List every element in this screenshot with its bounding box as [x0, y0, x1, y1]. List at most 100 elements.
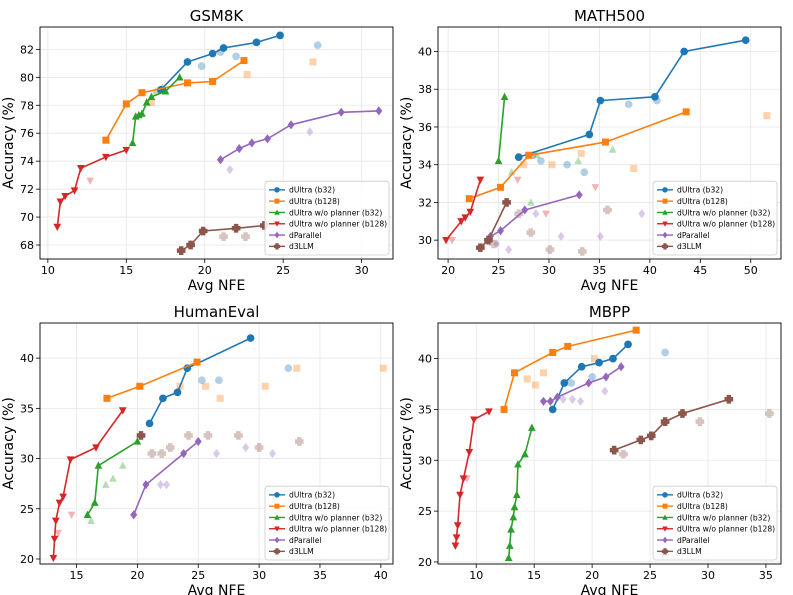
dparallel-frontier-point: [602, 372, 610, 382]
d3llm-other-point: [157, 449, 167, 458]
legend-swatch-marker: [661, 548, 669, 555]
dultra_b32-frontier-point: [173, 388, 182, 397]
dultra_b32-other-point: [661, 348, 669, 357]
chart-title: GSM8K: [190, 7, 245, 25]
dparallel-frontier-point: [539, 396, 547, 406]
dultra_np_b32-frontier-point: [505, 541, 514, 549]
legend-entry-label: d3LLM: [677, 547, 702, 556]
legend-swatch-marker: [274, 526, 280, 532]
dultra_np_b32-frontier-point: [509, 513, 518, 521]
y-tick-label: 80: [20, 71, 34, 84]
dultra_np_b128-frontier-point: [122, 146, 131, 155]
legend-swatch-marker: [662, 526, 668, 532]
dultra_np_b32-frontier-point: [175, 73, 184, 81]
d3llm-frontier-point: [231, 223, 241, 233]
x-tick-label: 20: [198, 264, 212, 277]
dultra_np_b128-frontier-point: [453, 522, 462, 530]
chart-panel-gsm8k: 10 15 20 25 30 68 70 72 74 76 78 80 82 GSM8K Avg NFE Ac…: [1, 7, 394, 294]
x-tick-label: 35: [592, 264, 606, 277]
d3llm-other-point: [241, 232, 250, 241]
data-layer: [442, 36, 771, 256]
y-tick-label: 35: [20, 402, 34, 415]
x-tick-label: 30: [252, 569, 266, 582]
legend-entry-label: dUltra w/o planner (b32): [677, 513, 770, 522]
d3llm-frontier-point: [609, 445, 619, 455]
dultra_np_b32-frontier-point: [507, 525, 515, 533]
x-tick-label: 25: [492, 264, 506, 277]
legend-entry-label: dUltra (b32): [289, 186, 335, 195]
d3llm-other-point: [234, 431, 243, 440]
dultra_b128-other-point: [763, 112, 771, 120]
dparallel-frontier-point: [521, 205, 529, 215]
y-tick-label: 30: [418, 234, 432, 247]
chart-title: MATH500: [574, 7, 645, 25]
dparallel-frontier-point: [180, 448, 188, 459]
axes-frame: [39, 26, 394, 260]
legend-swatch-marker: [274, 231, 280, 239]
dultra_b32-frontier-point: [246, 334, 255, 342]
dparallel-frontier-line: [132, 440, 199, 516]
dultra_b128-frontier-point: [193, 358, 201, 366]
x-tick-label: 20: [130, 569, 144, 582]
d3llm-frontier-point: [186, 240, 195, 250]
dultra_np_b32-other-point: [87, 516, 95, 524]
d3llm-other-point: [577, 247, 587, 256]
legend-entry-label: dUltra w/o planner (b32): [677, 208, 770, 217]
dultra_b32-frontier-point: [609, 354, 617, 363]
dultra_np_b128-frontier-point: [451, 542, 460, 550]
y-tick-label: 35: [418, 403, 432, 416]
dultra_b128-frontier-point: [209, 78, 217, 86]
x-axis-label: Avg NFE: [188, 278, 246, 294]
dparallel-frontier-point: [194, 436, 202, 447]
legend-entry-label: dParallel: [289, 231, 322, 240]
dultra_b128-frontier-point: [525, 151, 533, 159]
dultra_b128-frontier-point: [601, 138, 609, 146]
d3llm-other-point: [526, 228, 536, 237]
dultra_b32-frontier-point: [159, 394, 167, 403]
dparallel-other-point: [213, 448, 220, 459]
dparallel-frontier-point: [553, 392, 561, 402]
dultra_np_b128-frontier-point: [56, 198, 65, 206]
dultra_np_b32-other-point: [574, 156, 583, 165]
dultra_b128-other-point: [261, 382, 269, 390]
d3llm-other-point: [603, 205, 612, 215]
d3llm-frontier-point: [502, 198, 511, 207]
dparallel-other-point: [242, 442, 250, 453]
dultra_b32-frontier-line: [160, 34, 281, 91]
dultra_b32-frontier-point: [560, 379, 569, 387]
d3llm-other-point: [165, 443, 175, 452]
dparallel-frontier-point: [575, 190, 583, 200]
dultra_np_b128-frontier-point: [102, 153, 110, 162]
legend-swatch-marker: [662, 514, 668, 520]
legend-swatch-marker: [274, 187, 280, 193]
x-tick-label: 35: [313, 569, 327, 582]
dultra_np_b32-other-point: [608, 145, 617, 153]
dultra_b128-other-point: [309, 58, 317, 66]
legend-swatch-marker: [274, 198, 280, 204]
dultra_b128-frontier-point: [465, 195, 473, 203]
dparallel-other-point: [157, 480, 165, 490]
legend-entry-label: d3LLM: [677, 242, 702, 251]
data-layer: [53, 31, 383, 255]
dultra_b128-other-point: [202, 382, 210, 390]
dultra_np_b128-frontier-point: [466, 208, 475, 217]
d3llm-other-point: [695, 417, 705, 426]
y-tick-label: 76: [20, 127, 34, 140]
dultra_b128-other-point: [293, 364, 301, 372]
legend-box: [652, 485, 778, 561]
dultra_b32-frontier-point: [651, 92, 659, 101]
y-tick-label: 70: [20, 211, 34, 224]
dultra_b128-frontier-point: [549, 348, 557, 356]
dultra_b32-frontier-point: [219, 44, 228, 52]
d3llm-frontier-point: [136, 431, 146, 440]
legend-swatch-marker: [662, 492, 668, 498]
dultra_b128-frontier-point: [102, 136, 110, 144]
y-tick-label: 32: [418, 196, 432, 209]
dultra_b128-other-point: [590, 355, 598, 363]
dparallel-other-point: [306, 127, 314, 137]
legend-entry-label: dUltra w/o planner (b32): [289, 513, 382, 522]
y-axis-label: Accuracy (%): [1, 97, 17, 190]
x-tick-label: 40: [643, 264, 657, 277]
legend-entry-label: d3LLM: [289, 242, 314, 251]
